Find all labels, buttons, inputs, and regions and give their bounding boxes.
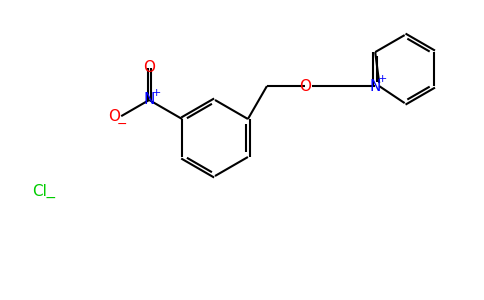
Text: Cl: Cl (32, 184, 47, 200)
Text: O: O (299, 79, 311, 94)
Text: O: O (108, 109, 120, 124)
Text: −: − (44, 191, 56, 205)
Text: +: + (378, 74, 387, 84)
Text: +: + (151, 88, 161, 98)
Text: N: N (143, 92, 155, 107)
Text: N: N (369, 79, 381, 94)
Text: O: O (143, 60, 155, 75)
Text: −: − (117, 118, 127, 131)
